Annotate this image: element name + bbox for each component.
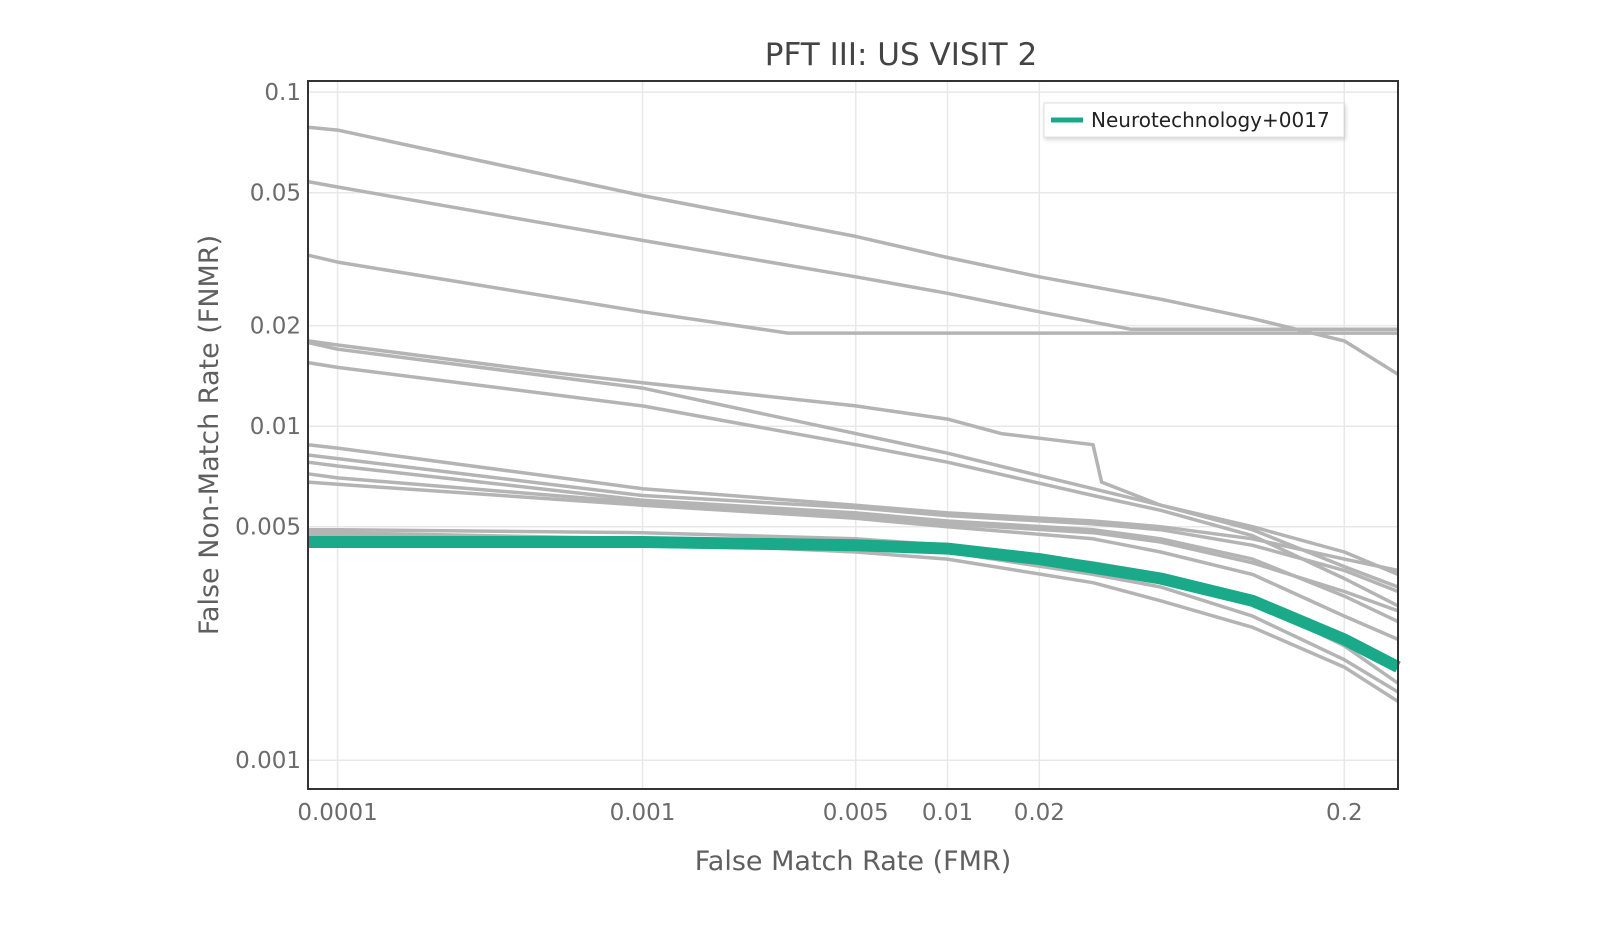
comparison-series-line [307,339,1399,577]
legend-label: Neurotechnology+0017 [1091,108,1330,132]
x-tick-label: 0.02 [1014,800,1065,826]
chart-title: PFT III: US VISIT 2 [765,37,1037,73]
comparison-series-line [307,253,1398,335]
comparison-series-line [307,442,1399,573]
y-tick-label: 0.005 [235,515,301,541]
grid-lines [308,81,1398,789]
y-tick-label: 0.02 [250,314,301,340]
comparison-series-line [307,472,1399,613]
plot-frame [307,80,1399,790]
y-tick-label: 0.1 [264,80,301,106]
comparison-series-line [308,530,1399,694]
series-lines [307,125,1401,703]
x-tick-label: 0.005 [823,800,889,826]
highlight-series-line [308,536,1401,673]
y-axis-label: False Non-Match Rate (FNMR) [194,235,225,635]
y-tick-label: 0.05 [250,181,301,207]
y-tick-label: 0.001 [235,748,301,774]
x-tick-label: 0.0001 [297,800,377,826]
x-axis-label: False Match Rate (FMR) [695,846,1011,877]
x-tick-labels: 0.0001 0.001 0.005 0.01 0.02 0.2 [297,800,1362,826]
x-tick-label: 0.01 [922,800,973,826]
y-tick-labels: 0.1 0.05 0.02 0.01 0.005 0.001 [235,80,301,774]
legend: Neurotechnology+0017 [1043,102,1345,138]
x-tick-label: 0.2 [1326,800,1363,826]
x-tick-label: 0.001 [610,800,676,826]
y-tick-label: 0.01 [250,414,301,440]
comparison-series-line [307,480,1399,642]
comparison-series-line [307,179,1398,332]
legend-box [1043,102,1345,138]
comparison-series-line [307,453,1399,594]
